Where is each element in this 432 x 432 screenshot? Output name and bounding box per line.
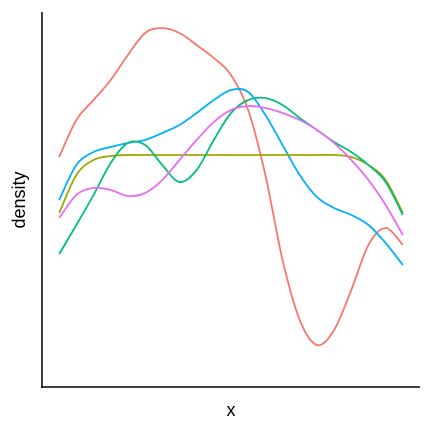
density-line [58, 88, 404, 266]
y-axis-label: density [9, 171, 29, 228]
density-line [58, 96, 404, 255]
density-line [58, 105, 404, 236]
x-axis-label: x [227, 400, 236, 420]
density-line [58, 27, 404, 347]
